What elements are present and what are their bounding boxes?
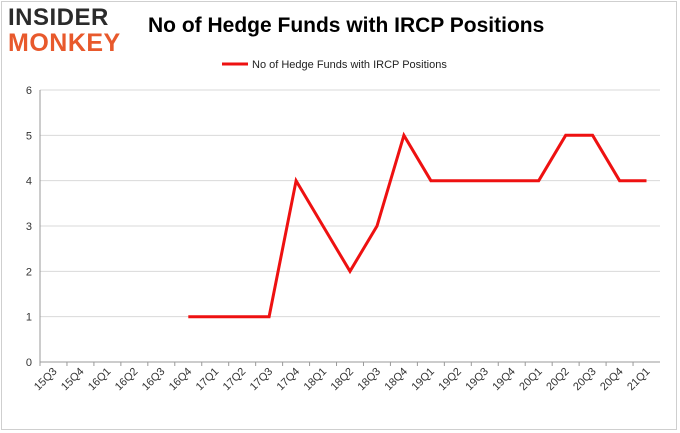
- x-tick-label-21Q1: 21Q1: [625, 366, 653, 394]
- legend-label: No of Hedge Funds with IRCP Positions: [252, 59, 447, 71]
- y-axis-ticks: 0 1 2 3 4 5 6: [26, 85, 32, 369]
- series-layer: [188, 131, 647, 319]
- y-tick-label-4: 4: [26, 176, 32, 188]
- x-tick-label-16Q3: 16Q3: [140, 366, 168, 394]
- x-tick-label-17Q3: 17Q3: [248, 366, 276, 394]
- x-tick-label-17Q2: 17Q2: [221, 366, 249, 394]
- y-tick-label-5: 5: [26, 130, 32, 142]
- chart-title: No of Hedge Funds with IRCP Positions: [148, 14, 545, 37]
- x-tick-label-20Q4: 20Q4: [598, 366, 626, 394]
- x-tick-label-20Q1: 20Q1: [517, 366, 545, 394]
- x-tick-label-20Q3: 20Q3: [571, 366, 599, 394]
- x-tick-label-16Q1: 16Q1: [86, 366, 114, 394]
- x-tick-label-20Q2: 20Q2: [544, 366, 572, 394]
- x-tick-label-16Q4: 16Q4: [167, 366, 195, 394]
- logo-line-2: MONKEY: [8, 29, 121, 57]
- y-tick-label-1: 1: [26, 312, 32, 324]
- x-tick-label-16Q2: 16Q2: [113, 366, 141, 394]
- x-tick-label-17Q4: 17Q4: [275, 366, 303, 394]
- y-tick-label-0: 0: [26, 357, 32, 369]
- x-tick-label-18Q1: 18Q1: [302, 366, 330, 394]
- x-tick-label-18Q2: 18Q2: [329, 366, 357, 394]
- gridlines: [40, 89, 660, 318]
- x-tick-label-19Q2: 19Q2: [436, 366, 464, 394]
- logo-line-1: INSIDER: [8, 4, 109, 31]
- x-tick-label-18Q4: 18Q4: [383, 366, 411, 394]
- insider-monkey-logo: INSIDER MONKEY: [8, 6, 126, 58]
- x-axis-ticks: 15Q3 15Q4 16Q1 16Q2 16Q3 16Q4 17Q1 17Q2 17Q3 17Q4…: [32, 362, 653, 393]
- y-tick-label-3: 3: [26, 221, 32, 233]
- x-tick-label-19Q3: 19Q3: [463, 366, 491, 394]
- x-tick-label-19Q1: 19Q1: [409, 366, 437, 394]
- x-tick-label-19Q4: 19Q4: [490, 366, 518, 394]
- x-tick-label-17Q1: 17Q1: [194, 366, 222, 394]
- legend: No of Hedge Funds with IRCP Positions: [222, 59, 447, 71]
- x-tick-label-18Q3: 18Q3: [356, 366, 384, 394]
- x-tick-label-15Q3: 15Q3: [32, 366, 60, 394]
- series-line-0: [188, 131, 647, 319]
- y-tick-label-6: 6: [26, 85, 32, 97]
- x-tick-label-15Q4: 15Q4: [59, 366, 87, 394]
- y-tick-label-2: 2: [26, 266, 32, 278]
